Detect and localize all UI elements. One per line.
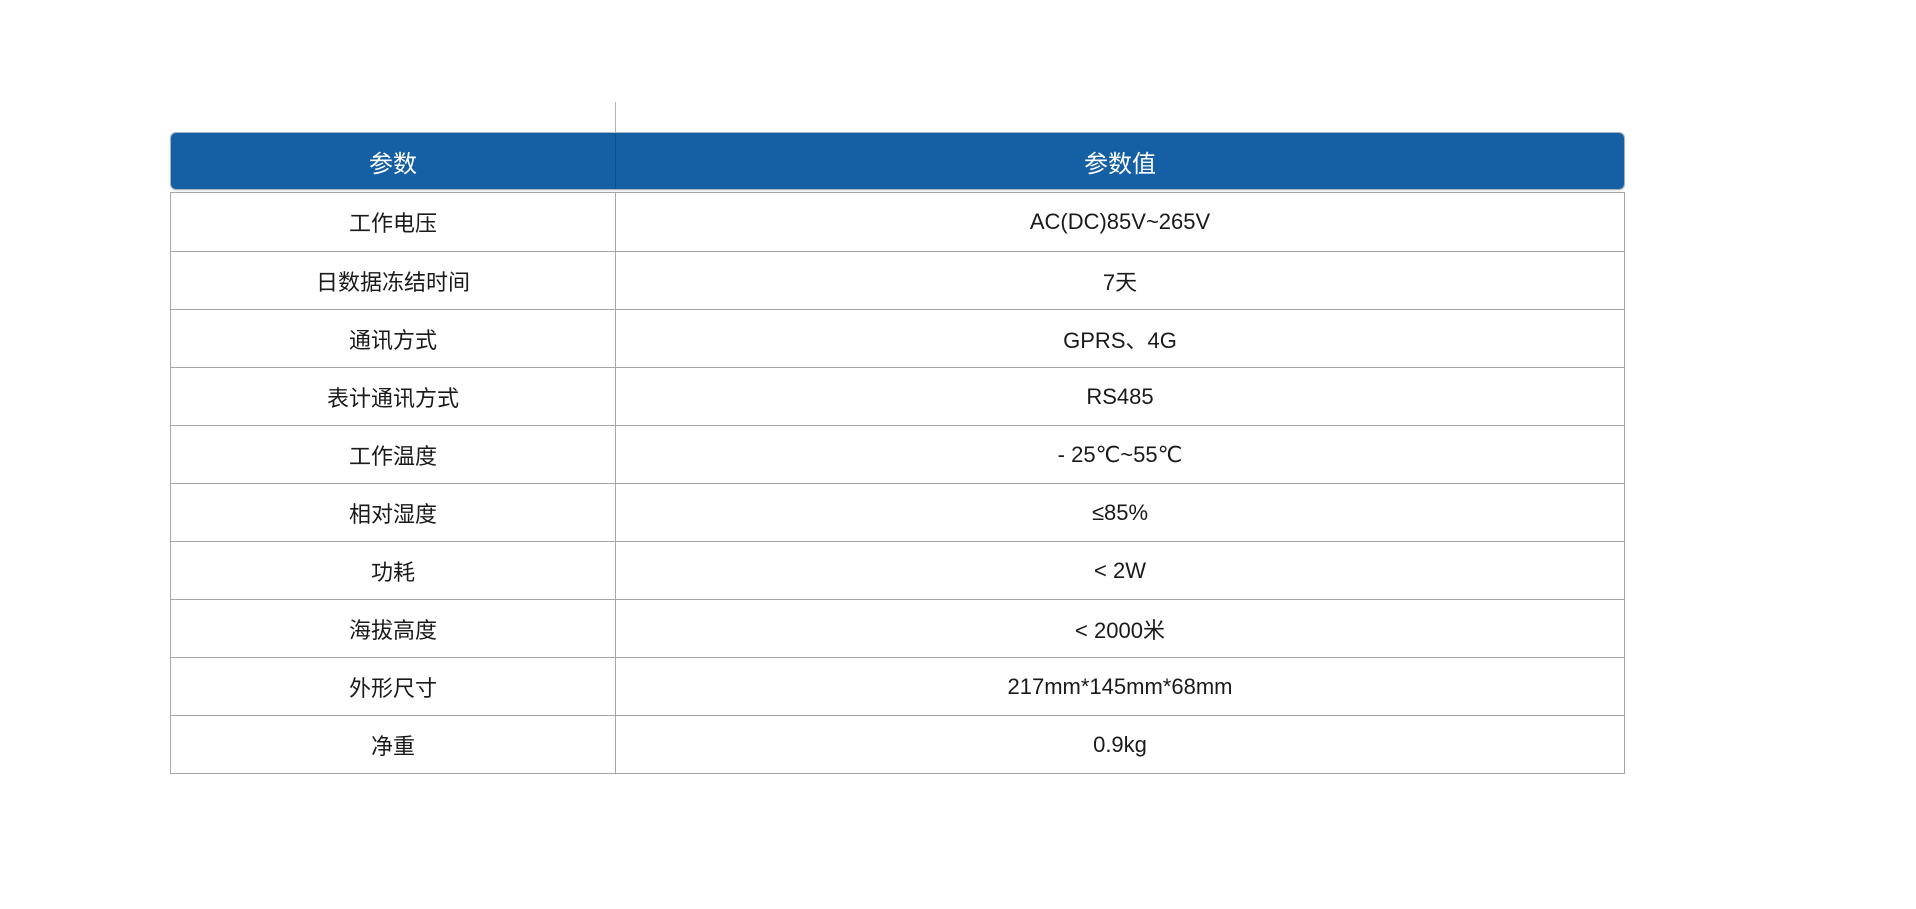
value-cell: ≤85% (1091, 499, 1149, 525)
table-row: 海拔高度 < 2000米 (171, 599, 1624, 657)
table-row: 通讯方式 GPRS、4G (171, 309, 1624, 367)
value-cell: 0.9kg (1093, 731, 1147, 757)
spec-table: 参数 参数值 工作电压 AC(DC)85V~265V 日数据冻结时间 7天通讯方式 GP… (170, 132, 1625, 774)
value-cell: GPRS、4G (1063, 327, 1177, 353)
param-cell: 海拔高度 (171, 600, 616, 657)
param-cell: 功耗 (171, 542, 616, 599)
spec-table-header: 参数 参数值 (170, 132, 1625, 190)
header-cell-value: 参数值 (1084, 150, 1156, 178)
param-cell: 工作电压 (171, 193, 616, 251)
table-row: 净重 0.9kg (171, 715, 1624, 773)
param-cell: 工作温度 (171, 426, 616, 483)
table-row: 功耗 < 2W (171, 541, 1624, 599)
table-row: 日数据冻结时间 7天 (171, 251, 1624, 309)
header-cell-param: 参数 (171, 133, 616, 189)
table-row: 工作温度 - 25℃~55℃ (171, 425, 1624, 483)
param-cell: 表计通讯方式 (171, 368, 616, 425)
value-cell: 7天 (1102, 269, 1138, 295)
value-cell: RS485 (1086, 383, 1154, 409)
value-cell: AC(DC)85V~265V (1029, 209, 1211, 234)
param-cell: 相对湿度 (171, 484, 616, 541)
table-row: 表计通讯方式 RS485 (171, 367, 1624, 425)
value-cell: < 2000米 (1075, 617, 1165, 643)
value-cell: 217mm*145mm*68mm (1007, 673, 1233, 699)
param-cell: 通讯方式 (171, 310, 616, 367)
value-cell: < 2W (1094, 557, 1146, 583)
param-cell: 外形尺寸 (171, 658, 616, 715)
spec-table-body: 工作电压 AC(DC)85V~265V 日数据冻结时间 7天通讯方式 GPRS、4G 表计… (170, 192, 1625, 774)
table-row: 相对湿度 ≤85% (171, 483, 1624, 541)
value-cell: - 25℃~55℃ (1057, 441, 1183, 467)
param-cell: 净重 (171, 716, 616, 773)
column-divider-tick (615, 102, 616, 132)
param-cell: 日数据冻结时间 (171, 252, 616, 309)
table-row: 工作电压 AC(DC)85V~265V (171, 193, 1624, 251)
table-row: 外形尺寸 217mm*145mm*68mm (171, 657, 1624, 715)
